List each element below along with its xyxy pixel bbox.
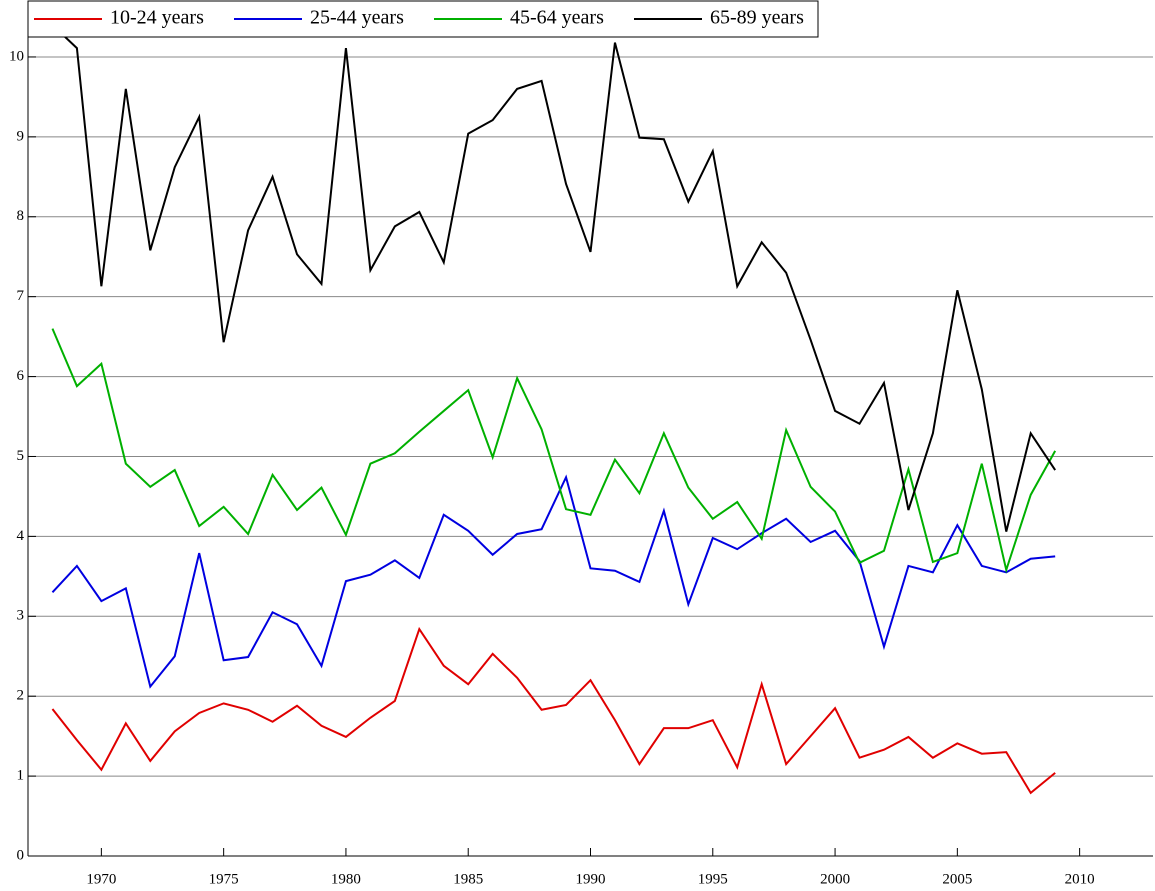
y-tick-label: 2 [17,688,25,704]
x-tick-label: 1970 [86,871,116,887]
y-tick-label: 3 [17,608,25,624]
y-tick-label: 6 [17,368,25,384]
y-tick-label: 7 [17,288,25,304]
series-line [51,626,1056,795]
y-tick-label: 5 [17,448,25,464]
y-tick-label: 1 [17,768,25,784]
x-tick-label: 2000 [820,871,850,887]
x-tick-label: 1995 [698,871,728,887]
legend-label: 25-44 years [310,7,404,29]
x-tick-label: 1990 [576,871,606,887]
x-tick-label: 2005 [942,871,972,887]
x-tick-label: 1980 [331,871,361,887]
series-line [51,24,1057,532]
x-tick-label: 1985 [453,871,483,887]
legend-label: 65-89 years [710,7,804,29]
x-tick-label: 2010 [1065,871,1095,887]
legend-label: 45-64 years [510,7,604,29]
series-line [51,328,1057,574]
series-line [51,474,1056,689]
x-tick-label: 1975 [209,871,239,887]
y-tick-label: 4 [17,528,25,544]
y-tick-label: 8 [17,208,25,224]
legend-label: 10-24 years [110,7,204,29]
y-tick-label: 10 [9,48,24,64]
y-tick-label: 9 [17,128,25,144]
y-tick-label: 0 [17,847,25,863]
